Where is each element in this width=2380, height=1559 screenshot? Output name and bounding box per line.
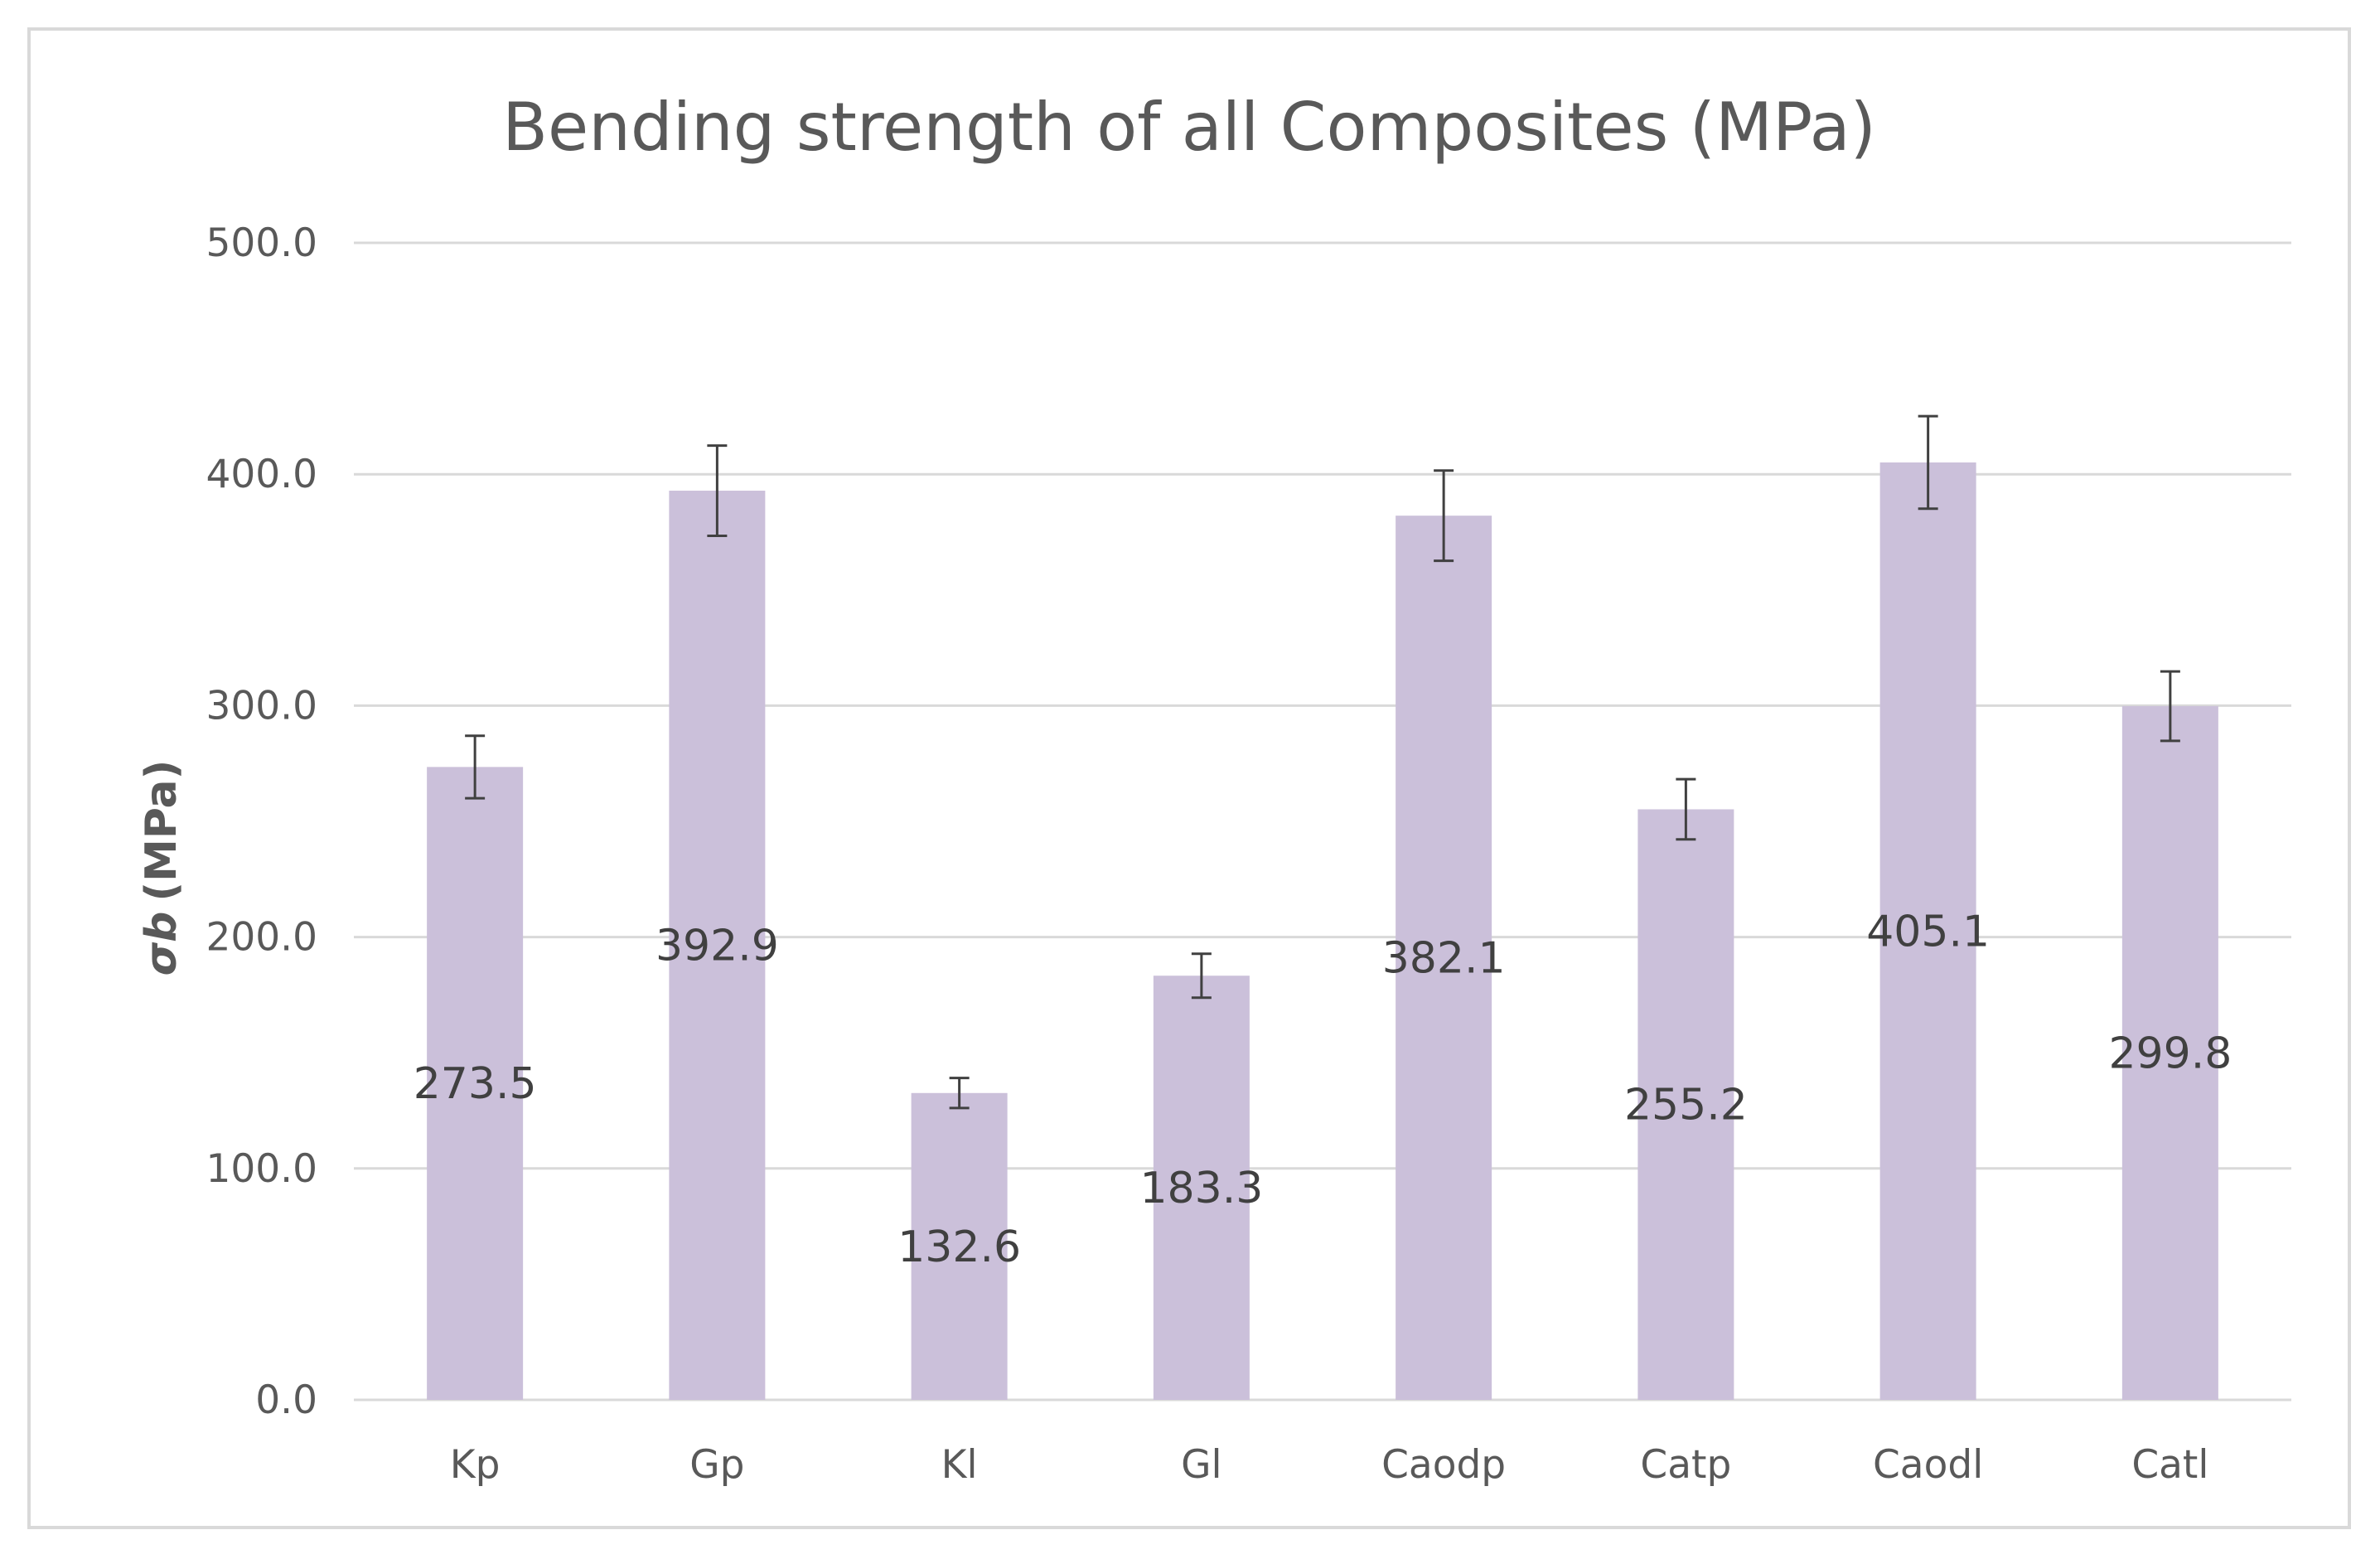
bar <box>1637 809 1734 1400</box>
x-category-label: Catp <box>1640 1442 1731 1488</box>
data-label: 405.1 <box>1866 907 1990 956</box>
bar-chart: Bending strength of all Composites (MPa)… <box>137 89 2291 1488</box>
x-category-label: Kl <box>941 1442 978 1488</box>
chart-frame: Bending strength of all Composites (MPa)… <box>27 27 2351 1529</box>
y-tick-label: 200.0 <box>206 915 317 961</box>
error-bars <box>465 414 2180 1110</box>
y-tick-label: 0.0 <box>255 1377 317 1423</box>
x-category-label: Kp <box>450 1442 501 1488</box>
x-category-label: Caodp <box>1381 1442 1506 1488</box>
bar <box>1396 516 1492 1401</box>
data-label: 299.8 <box>2108 1029 2232 1078</box>
y-axis-title-unit: (MPa) <box>137 760 186 902</box>
y-tick-label: 400.0 <box>206 452 317 497</box>
y-tick-label: 500.0 <box>206 220 317 266</box>
x-category-label: Gl <box>1181 1442 1221 1488</box>
gridlines <box>354 241 2291 1402</box>
data-label: 382.1 <box>1382 934 1506 984</box>
data-label: 132.6 <box>897 1223 1021 1272</box>
data-label: 255.2 <box>1624 1081 1748 1131</box>
bar <box>427 767 524 1400</box>
bar <box>1879 462 1976 1400</box>
x-category-label: Gp <box>689 1442 744 1488</box>
data-label: 392.9 <box>655 922 779 971</box>
bar <box>1153 976 1250 1400</box>
bar <box>669 491 766 1400</box>
bars <box>427 462 2218 1401</box>
chart-title: Bending strength of all Composites (MPa) <box>502 89 1876 166</box>
bar <box>911 1092 1008 1400</box>
data-labels: 273.5 392.9 132.6 183.3 382.1 255.2 405.1 299.8 <box>414 907 2232 1271</box>
y-tick-label: 100.0 <box>206 1146 317 1192</box>
x-axis-categories: Kp Gp Kl Gl Caodp Catp Caodl Catl <box>450 1442 2209 1488</box>
bar <box>2121 705 2218 1400</box>
y-axis-title: σb (MPa) <box>137 760 186 976</box>
y-tick-label: 300.0 <box>206 683 317 729</box>
x-category-label: Caodl <box>1873 1442 1983 1488</box>
data-label: 183.3 <box>1139 1164 1263 1213</box>
data-label: 273.5 <box>414 1059 537 1109</box>
y-axis-ticks: 0.0 100.0 200.0 300.0 400.0 500.0 <box>206 220 317 1423</box>
x-category-label: Catl <box>2131 1442 2208 1488</box>
y-axis-title-symbol: σb <box>137 912 186 976</box>
